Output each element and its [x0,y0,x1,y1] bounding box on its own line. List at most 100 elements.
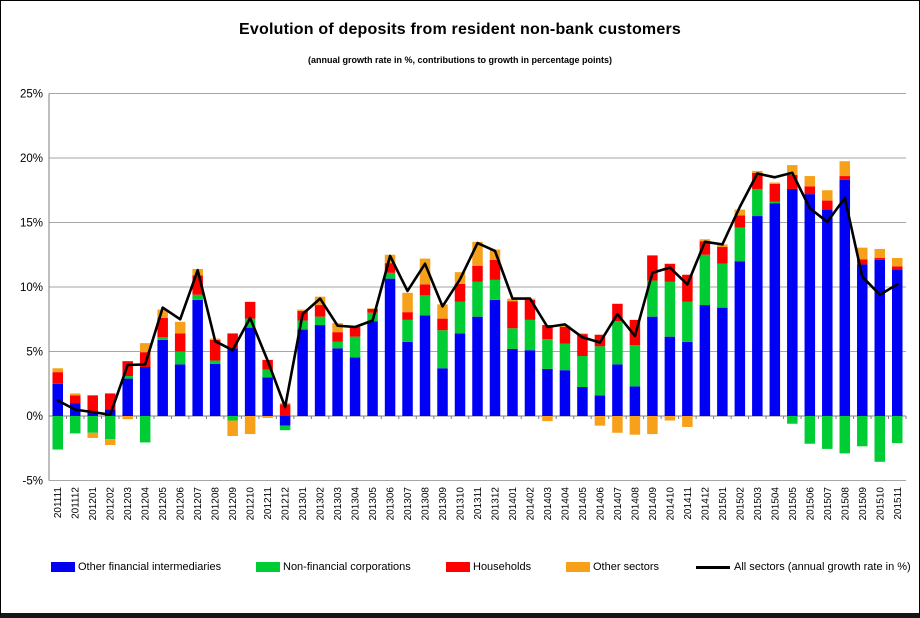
x-axis-label: 201502 [735,487,746,521]
bar-segment-households [559,326,571,344]
bar-segment-households [262,359,273,370]
x-axis-label: 201505 [788,487,799,521]
bar-segment-households [52,372,63,384]
bar-segment-non-financial-corporations [297,320,308,330]
x-axis-label: 201506 [805,487,816,521]
bar-segment-other-financial-intermediaries [454,333,466,416]
bar-segment-households [472,265,483,282]
bar-segment-other-sectors [717,244,728,248]
bar-segment-other-financial-intermediaries [139,366,151,416]
bar-segment-non-financial-corporations [787,416,798,424]
bar-segment-non-financial-corporations [524,319,536,351]
y-axis-label: -5% [23,476,43,488]
bar-segment-households [87,395,98,413]
bar-segment-other-financial-intermediaries [419,315,431,416]
bar-segment-other-sectors [87,432,98,438]
x-axis-label: 201303 [333,487,344,521]
bar-segment-other-financial-intermediaries [279,416,291,426]
y-axis-label: 25% [20,89,43,101]
bar-segment-other-sectors [822,190,833,201]
bar-segment-non-financial-corporations [52,416,63,450]
bar-segment-households [209,339,221,361]
bar-segment-non-financial-corporations [682,301,693,342]
bar-segment-other-financial-intermediaries [227,348,238,416]
y-axis-label: 10% [20,282,43,294]
bar-segment-households [769,183,781,202]
bar-segment-non-financial-corporations [647,280,658,317]
bar-segment-non-financial-corporations [104,416,116,440]
bar-segment-households [577,334,588,357]
bar-segment-non-financial-corporations [314,316,326,326]
bar-segment-households [647,255,658,281]
y-axis-label: 15% [20,218,43,230]
bar-segment-other-financial-intermediaries [157,339,168,416]
bar-segment-households [542,325,553,340]
x-axis-label: 201404 [560,487,571,521]
bar-segment-other-sectors [664,416,676,421]
bar-segment-non-financial-corporations [402,319,413,342]
bar-segment-non-financial-corporations [244,318,256,328]
bar-segment-other-financial-intermediaries [822,209,833,416]
bar-segment-other-sectors [69,393,81,396]
bar-segment-non-financial-corporations [542,339,553,369]
x-axis-label: 201307 [403,487,414,521]
bar-segment-non-financial-corporations [717,263,728,308]
bar-segment-non-financial-corporations [87,416,98,433]
bar-segment-other-financial-intermediaries [332,348,343,416]
x-axis-label: 201409 [648,487,659,521]
bar-segment-other-financial-intermediaries [752,216,763,416]
bar-segment-other-sectors [892,257,903,267]
bar-segment-other-financial-intermediaries [472,316,483,416]
bar-segment-non-financial-corporations [857,416,868,447]
bar-segment-other-financial-intermediaries [507,348,518,416]
bar-segment-households [349,326,361,337]
bar-segment-households [717,247,728,264]
x-axis-label: 201209 [228,487,239,521]
bar-segment-non-financial-corporations [874,416,886,462]
x-axis-label: 201312 [490,487,501,521]
bar-segment-non-financial-corporations [839,416,851,454]
bar-segment-households [174,333,186,352]
bar-segment-households [699,241,711,255]
y-axis-label: 20% [20,153,43,165]
bar-segment-other-sectors [472,241,483,266]
legend-label: Households [473,561,532,573]
bar-segment-other-financial-intermediaries [367,321,378,416]
chart-legend: Other financial intermediaries Non-financ… [1,561,919,581]
bar-segment-households [752,172,763,189]
legend-label: Other sectors [593,561,660,573]
bar-segment-other-financial-intermediaries [87,412,98,416]
bar-segment-other-financial-intermediaries [874,259,886,416]
bar-segment-non-financial-corporations [279,425,291,431]
legend-item-non-financial-corporations: Non-financial corporations [256,561,411,573]
bar-segment-other-sectors [507,298,518,302]
bar-segment-other-sectors [542,416,553,422]
bar-segment-other-financial-intermediaries [262,377,273,416]
bar-segment-non-financial-corporations [227,416,238,421]
bar-segment-other-financial-intermediaries [629,386,641,416]
bar-segment-other-financial-intermediaries [804,194,816,416]
bar-segment-non-financial-corporations [507,328,518,349]
x-axis-label: 201112 [71,487,82,519]
legend-label: Other financial intermediaries [78,561,222,573]
bar-segment-other-financial-intermediaries [349,357,361,416]
bar-segment-non-financial-corporations [384,272,396,279]
bar-segment-other-financial-intermediaries [542,368,553,416]
x-axis-label: 201308 [421,487,432,521]
bar-segment-other-financial-intermediaries [717,307,728,416]
bar-segment-non-financial-corporations [769,201,781,204]
bar-segment-households [384,263,396,273]
bar-segment-other-financial-intermediaries [769,203,781,416]
bar-segment-other-sectors [227,420,238,436]
x-axis-label: 201510 [875,487,886,521]
bar-segment-households [227,333,238,349]
bar-segment-non-financial-corporations [262,369,273,378]
bar-segment-non-financial-corporations [892,416,903,444]
bar-segment-households [104,393,116,410]
legend-line-swatch [696,565,730,569]
bar-segment-other-sectors [297,309,308,311]
bar-segment-other-sectors [629,416,641,435]
x-axis-label: 201212 [281,487,292,521]
bar-segment-households [402,312,413,320]
